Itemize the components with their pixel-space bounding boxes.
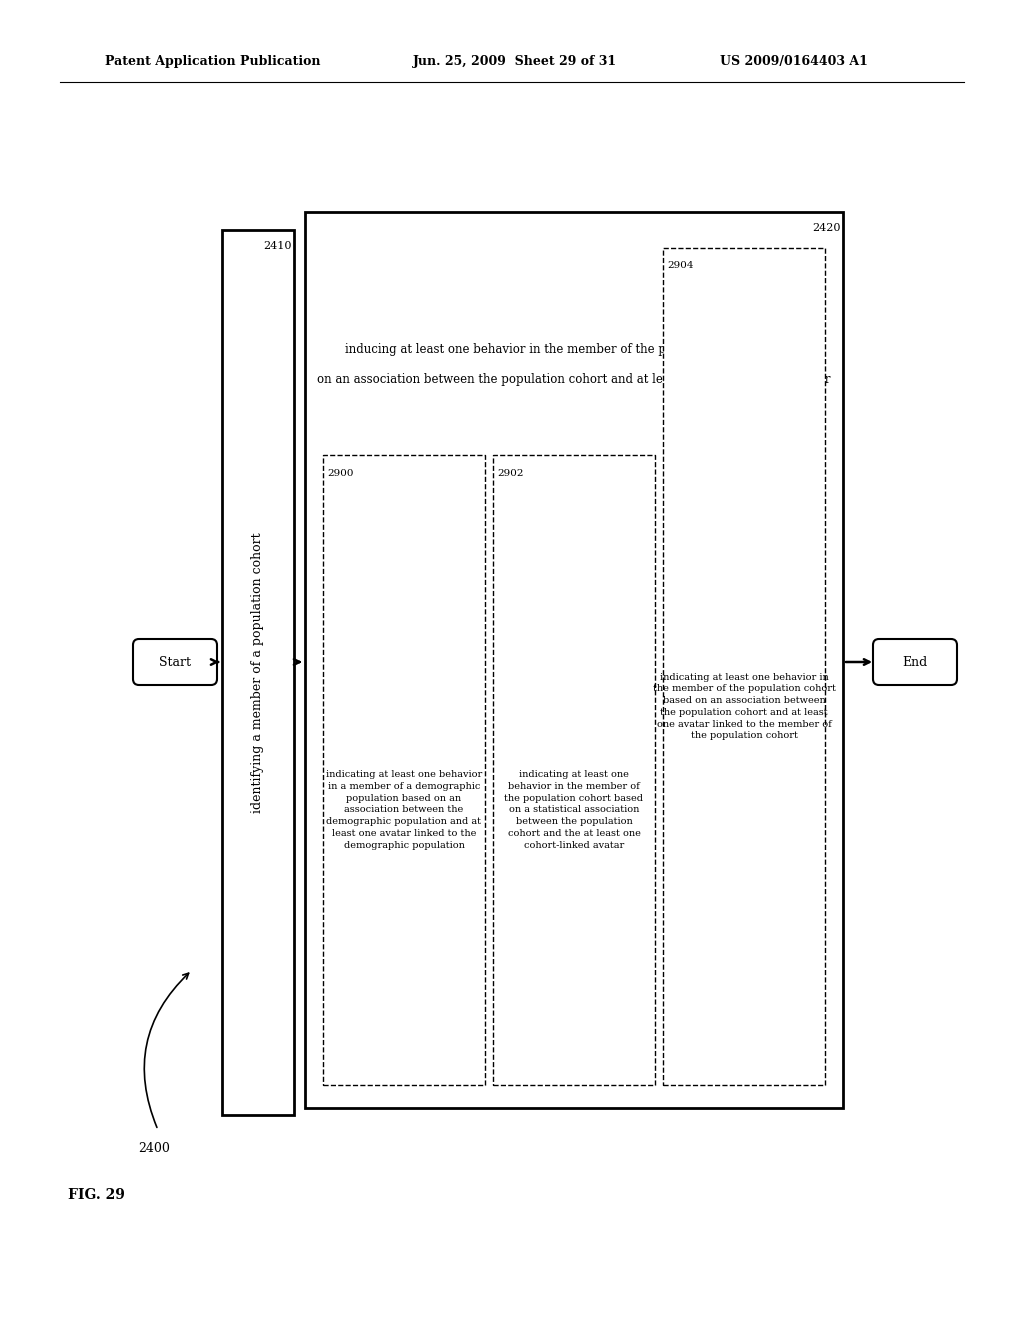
Text: Start: Start	[159, 656, 191, 668]
FancyBboxPatch shape	[873, 639, 957, 685]
Bar	[663, 248, 825, 1085]
Text: 2900: 2900	[327, 469, 353, 478]
FancyBboxPatch shape	[133, 639, 217, 685]
Bar	[222, 230, 294, 1115]
Text: indicating at least one
behavior in the member of
the population cohort based
on: indicating at least one behavior in the …	[505, 770, 643, 850]
Text: identifying a member of a population cohort: identifying a member of a population coh…	[252, 532, 264, 813]
Text: 2902: 2902	[497, 469, 523, 478]
Text: 2410: 2410	[263, 242, 292, 251]
Text: inducing at least one behavior in the member of the population cohort based: inducing at least one behavior in the me…	[345, 343, 803, 356]
Text: End: End	[902, 656, 928, 668]
Text: 2904: 2904	[667, 261, 693, 271]
Bar	[493, 455, 655, 1085]
Text: indicating at least one behavior in
the member of the population cohort
based on: indicating at least one behavior in the …	[652, 672, 836, 741]
Text: FIG. 29: FIG. 29	[68, 1188, 125, 1203]
Text: 2400: 2400	[138, 1142, 170, 1155]
Text: indicating at least one behavior
in a member of a demographic
population based o: indicating at least one behavior in a me…	[326, 770, 482, 850]
Text: 2420: 2420	[812, 223, 841, 234]
Text: US 2009/0164403 A1: US 2009/0164403 A1	[720, 55, 868, 69]
Text: Patent Application Publication: Patent Application Publication	[105, 55, 321, 69]
Text: Jun. 25, 2009  Sheet 29 of 31: Jun. 25, 2009 Sheet 29 of 31	[413, 55, 617, 69]
Bar	[305, 213, 843, 1107]
Text: on an association between the population cohort and at least one cohort-linked a: on an association between the population…	[317, 374, 830, 387]
Bar	[323, 455, 485, 1085]
